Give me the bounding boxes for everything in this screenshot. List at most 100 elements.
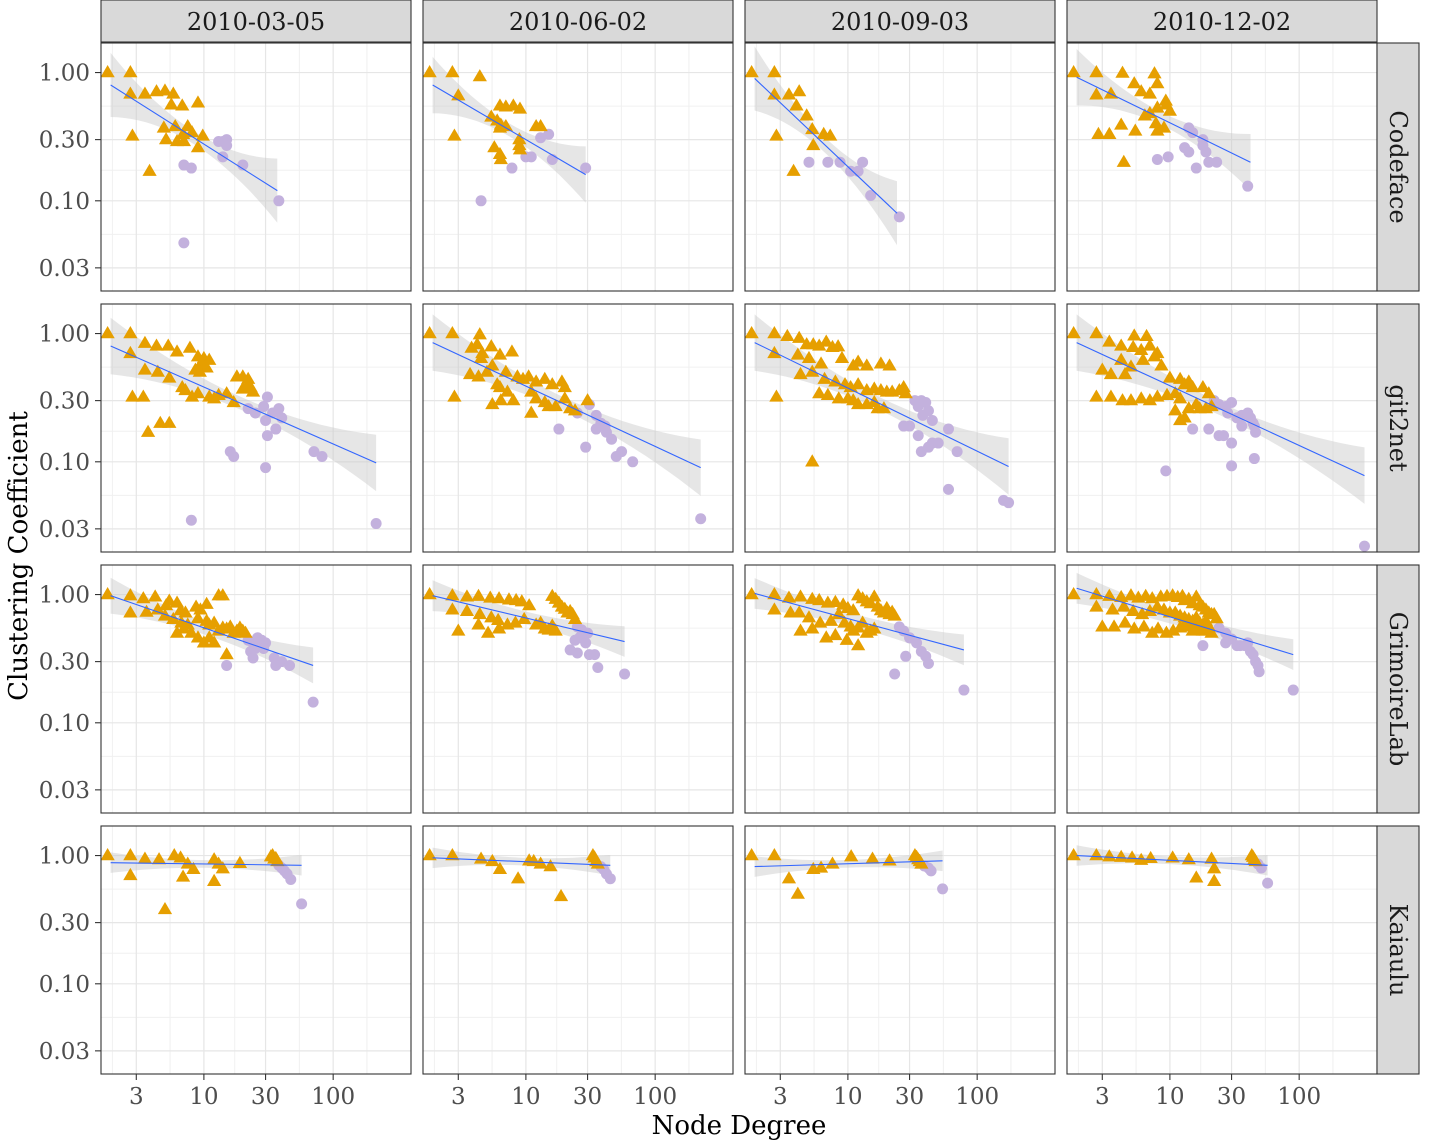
triangle-point	[169, 344, 185, 357]
triangle-point	[487, 140, 502, 153]
triangle-point	[1166, 623, 1181, 636]
triangle-point	[1127, 76, 1142, 89]
x-tick-label: 3	[451, 1084, 466, 1110]
triangle-point	[162, 370, 177, 383]
triangle-point	[1207, 861, 1222, 874]
triangle-point	[548, 623, 563, 636]
circle-point	[228, 450, 240, 462]
fit-line	[754, 78, 898, 214]
triangle-point	[1089, 65, 1104, 78]
circle-point	[249, 407, 261, 419]
circle-point	[1200, 146, 1212, 158]
triangle-point	[828, 594, 843, 607]
triangle-point	[781, 871, 797, 884]
triangle-point	[166, 86, 181, 99]
circle-point	[1203, 156, 1215, 168]
circle-point	[273, 403, 285, 415]
triangle-point	[863, 596, 878, 609]
triangle-point	[219, 647, 234, 660]
triangle-point	[492, 379, 508, 393]
triangle-point	[855, 615, 870, 628]
triangle-point	[522, 598, 537, 611]
triangle-point	[793, 366, 808, 380]
triangle-point	[423, 848, 437, 861]
panel-background	[423, 826, 733, 1074]
triangle-point	[1173, 412, 1188, 426]
triangle-point	[1102, 849, 1117, 862]
triangle-point	[125, 128, 140, 141]
triangle-point	[867, 589, 882, 602]
fit-line	[432, 857, 611, 866]
triangle-point	[873, 356, 889, 369]
triangle-point	[1162, 103, 1178, 116]
triangle-point	[1128, 123, 1143, 136]
triangle-point	[792, 330, 807, 343]
triangle-point	[506, 393, 521, 406]
column-strip-label: 2010-12-02	[1153, 8, 1291, 36]
circle-point	[1190, 162, 1202, 174]
circle-point	[1220, 637, 1232, 649]
panel-r3-c1: 3 10 30 100	[422, 825, 734, 1110]
triangle-point	[492, 146, 508, 160]
triangle-point	[819, 334, 834, 347]
circle-point	[1187, 423, 1199, 435]
triangle-point	[1248, 853, 1263, 867]
triangle-point	[1091, 126, 1106, 139]
circle-point	[237, 159, 249, 171]
triangle-point	[851, 354, 866, 367]
circle-point	[1226, 396, 1238, 408]
triangle-point	[813, 615, 828, 628]
triangle-point	[472, 69, 487, 82]
triangle-point	[492, 347, 508, 360]
triangle-point	[790, 347, 805, 360]
circle-point	[834, 156, 846, 168]
triangle-point	[139, 604, 154, 617]
circle-point	[695, 513, 707, 525]
triangle-point	[199, 596, 214, 609]
y-tick-label: 1.00	[39, 61, 90, 87]
triangle-point	[801, 350, 817, 364]
circle-point	[1226, 437, 1238, 449]
panel-background	[101, 43, 411, 291]
circle-point	[606, 433, 618, 445]
triangle-point	[865, 851, 880, 864]
x-tick-label: 30	[1217, 1084, 1246, 1110]
triangle-point	[445, 848, 460, 861]
triangle-point	[150, 602, 165, 615]
circle-point	[917, 409, 929, 421]
circle-point	[285, 874, 297, 886]
panel-data	[1067, 572, 1299, 696]
circle-point	[590, 423, 602, 435]
triangle-point	[472, 606, 487, 620]
triangle-point	[1168, 403, 1183, 416]
panel-background	[423, 565, 733, 813]
circle-point	[589, 649, 601, 661]
panel-r2-c2	[744, 564, 1056, 814]
panel-border	[422, 825, 734, 1075]
triangle-point	[504, 344, 520, 357]
circle-point	[260, 414, 272, 426]
triangle-point	[485, 358, 500, 371]
triangle-point	[767, 65, 782, 78]
triangle-point	[839, 632, 854, 645]
triangle-point	[567, 611, 583, 625]
circle-point	[185, 162, 197, 174]
panel-border	[100, 42, 412, 292]
circle-point	[221, 659, 233, 671]
triangle-point	[500, 384, 515, 397]
triangle-point	[543, 859, 558, 872]
triangle-point	[1116, 154, 1131, 167]
triangle-point	[485, 396, 500, 410]
triangle-point	[817, 371, 832, 384]
triangle-point	[793, 589, 808, 602]
panel-r0-c1	[422, 42, 734, 292]
panel-r0-c0: 1.00 0.30 0.10 0.03	[39, 42, 412, 292]
panel-background	[1067, 43, 1377, 291]
y-tick-label: 0.03	[39, 256, 90, 282]
panel-data	[1067, 314, 1370, 552]
triangle-point	[498, 364, 513, 377]
triangle-point	[491, 621, 507, 634]
triangle-point	[789, 98, 804, 111]
triangle-point	[745, 587, 759, 600]
panel-data	[423, 314, 707, 525]
